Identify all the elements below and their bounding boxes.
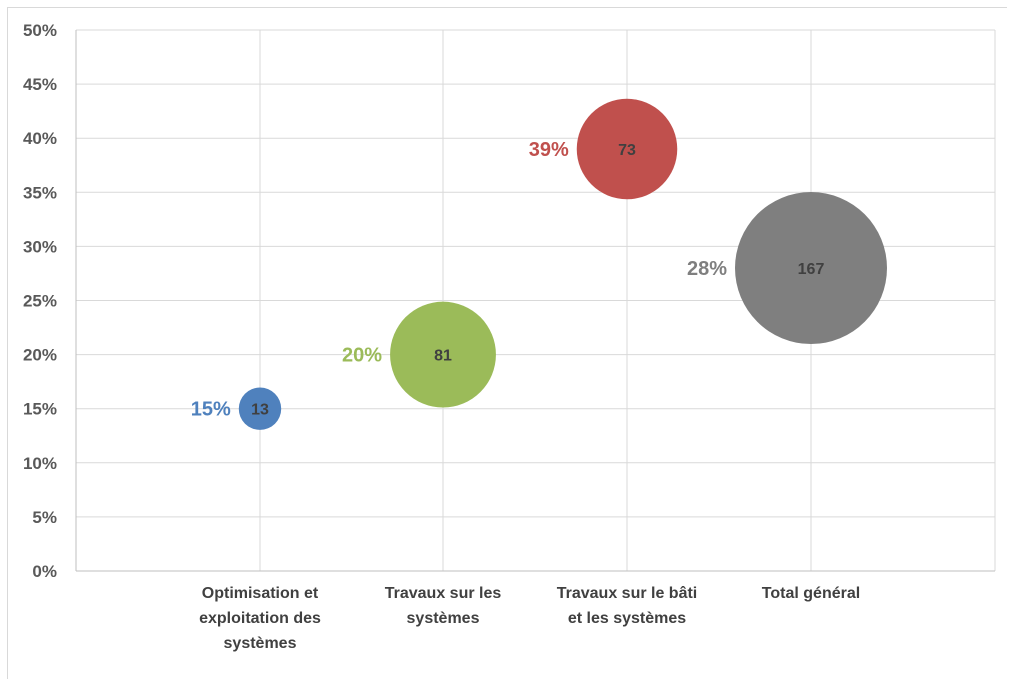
bubble-count-label: 81 <box>434 348 452 365</box>
y-tick-label: 45% <box>23 75 57 94</box>
y-tick-label: 15% <box>23 400 57 419</box>
bubble <box>238 387 282 430</box>
bubble-count-label: 13 <box>251 402 269 419</box>
bubble-count-label: 167 <box>798 261 825 278</box>
x-category-label: exploitation des <box>199 610 321 627</box>
x-category-label: Optimisation et <box>202 585 319 602</box>
x-axis-categories: Optimisation et exploitation des systèmes T… <box>199 585 860 652</box>
y-tick-label: 10% <box>23 454 57 473</box>
bubble <box>390 301 496 408</box>
x-category-label: systèmes <box>224 635 297 652</box>
x-category-label: Total général <box>762 585 860 602</box>
bubble-percent-label: 39% <box>529 139 569 161</box>
chart-frame <box>7 7 1007 679</box>
x-category-label: Travaux sur les <box>385 585 502 602</box>
y-tick-label: 25% <box>23 292 57 311</box>
x-category-label: systèmes <box>407 610 480 627</box>
bubble <box>576 98 678 200</box>
bubble <box>735 192 887 345</box>
y-axis-ticks: 0% 5% 10% 15% 20% 25% 30% 35% 40% 45% 50% <box>23 21 57 581</box>
y-tick-label: 5% <box>32 508 57 527</box>
y-tick-label: 30% <box>23 237 57 256</box>
y-tick-label: 50% <box>23 21 57 40</box>
y-tick-label: 35% <box>23 183 57 202</box>
x-category-label: et les systèmes <box>568 610 686 627</box>
y-tick-label: 20% <box>23 346 57 365</box>
bubble-percent-label: 20% <box>342 345 382 367</box>
y-tick-label: 40% <box>23 129 57 148</box>
bubble-count-label: 73 <box>618 142 636 159</box>
y-tick-label: 0% <box>32 562 57 581</box>
x-category-label: Travaux sur le bâti <box>557 585 698 602</box>
bubble-percent-label: 28% <box>687 258 727 280</box>
bubble-layer: 13 15% 81 20% 73 39% 167 28% <box>191 98 887 430</box>
bubble-percent-label: 15% <box>191 399 231 421</box>
